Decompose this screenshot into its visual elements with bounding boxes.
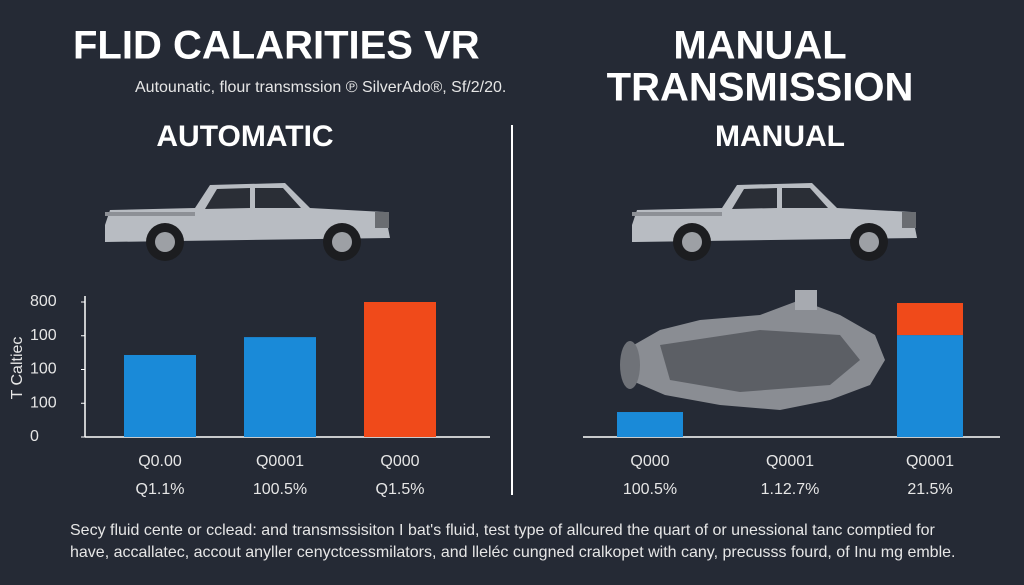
x-tick-label: Q0001 [906,453,954,470]
bar-segment [617,412,683,437]
x-sublabel: 100.5% [623,481,677,498]
x-sublabel: 1.12.7% [761,481,820,498]
x-tick-label: Q000 [380,453,419,470]
y-tick-label: 100 [30,394,57,411]
y-tick-label: 100 [30,361,57,378]
x-tick-label: Q0001 [256,453,304,470]
footer-text: have, accallatec, accout anyller cenyctc… [70,544,955,561]
y-tick-label: 100 [30,327,57,344]
chart-title: MANUAL [715,120,845,153]
x-tick-label: Q0.00 [138,453,182,470]
bar [244,337,316,437]
x-tick-label: Q000 [630,453,669,470]
transmission-image [620,290,885,410]
x-tick-label: Q0001 [766,453,814,470]
x-sublabel: Q1.5% [376,481,425,498]
x-sublabel: 21.5% [907,481,952,498]
y-tick-label: 800 [30,293,57,310]
bar-segment [897,303,963,336]
chart-title: AUTOMATIC [156,120,333,153]
bar [364,302,436,437]
x-sublabel: Q1.1% [136,481,185,498]
bar-segment [897,335,963,437]
right-title: TRANSMISSION [607,66,914,110]
footer-text: Secy fluid cente or cclead: and transmss… [70,522,936,539]
y-axis-label: T Caltiec [9,337,26,400]
bar [124,354,196,437]
x-sublabel: 100.5% [253,481,307,498]
subtitle: Autounatic, flour transmssion ℗ SilverAd… [135,79,506,96]
right-title: MANUAL [673,24,846,68]
title: FLID CALARITIES VR [73,24,480,68]
y-tick-label: 0 [30,428,39,445]
